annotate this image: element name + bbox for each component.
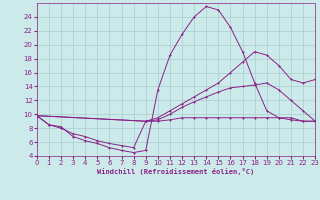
X-axis label: Windchill (Refroidissement éolien,°C): Windchill (Refroidissement éolien,°C) bbox=[97, 168, 255, 175]
